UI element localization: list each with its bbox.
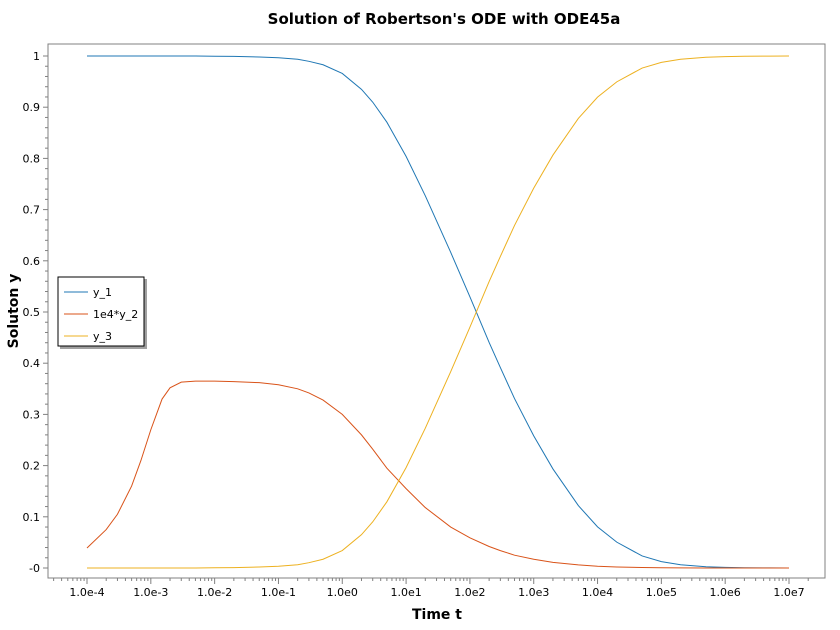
y-tick-label: 0.7 xyxy=(23,204,41,217)
x-tick-label: 1.0e0 xyxy=(327,586,358,599)
x-axis: 1.0e-4 1.0e-3 1.0e-2 1.0e-1 1.0e0 1.0e1 1.0e2 1… xyxy=(53,578,809,599)
x-tick-label: 1.0e-2 xyxy=(197,586,232,599)
legend: y_1 1e4*y_2 y_3 xyxy=(57,276,147,349)
x-tick-label: 1.0e-1 xyxy=(261,586,296,599)
x-tick-label: 1.0e-3 xyxy=(133,586,168,599)
series-line-3 xyxy=(87,55,790,569)
plot-area: -00.10.20.30.40.50.60.70.80.91 1.0e-4 1.0… xyxy=(23,43,826,599)
y-tick-label: 0.8 xyxy=(23,152,41,165)
y-tick-label: -0 xyxy=(29,562,40,575)
chart-title: Solution of Robertson's ODE with ODE45a xyxy=(268,10,621,28)
y-axis-title: Soluton y xyxy=(6,274,22,349)
x-tick-label: 1.0e1 xyxy=(390,586,421,599)
y-tick-label: 0.4 xyxy=(23,357,41,370)
legend-label: y_1 xyxy=(93,286,112,299)
x-tick-label: 1.0e3 xyxy=(518,586,549,599)
y-tick-label: 0.2 xyxy=(23,460,41,473)
x-tick-label: 1.0e6 xyxy=(710,586,741,599)
y-tick-label: 0.5 xyxy=(23,306,41,319)
y-tick-label: 0.9 xyxy=(23,101,41,114)
series-lines xyxy=(86,55,790,569)
x-axis-title: Time t xyxy=(412,607,462,623)
series-line-1 xyxy=(87,55,790,569)
series-line-2 xyxy=(86,380,789,569)
x-tick-label: 1.0e4 xyxy=(582,586,613,599)
y-tick-label: 1 xyxy=(33,50,40,63)
y-axis: -0 0.1 0.2 0.3 0.4 0.5 0.6 0.7 0.8 0.9 1 xyxy=(23,50,48,575)
x-tick-label: 1.0e5 xyxy=(646,586,677,599)
x-tick-label: 1.0e2 xyxy=(454,586,485,599)
legend-box xyxy=(57,276,145,347)
y-tick-label: 0.3 xyxy=(23,408,41,421)
x-tick-label: 1.0e7 xyxy=(773,586,804,599)
legend-label: 1e4*y_2 xyxy=(93,308,138,321)
y-tick-label: 0.1 xyxy=(23,511,41,524)
legend-label: y_3 xyxy=(93,330,112,343)
x-tick-label: 1.0e-4 xyxy=(69,586,104,599)
y-tick-label: 0.6 xyxy=(23,255,41,268)
plot-frame xyxy=(47,43,826,579)
